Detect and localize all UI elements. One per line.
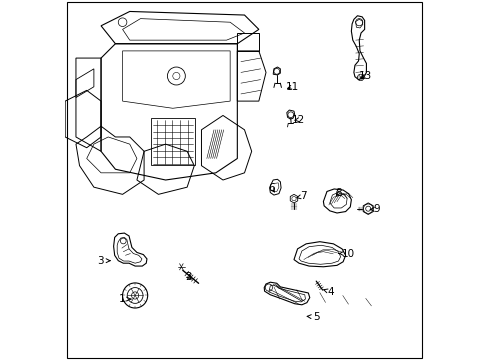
Text: 9: 9	[369, 204, 380, 215]
Text: 4: 4	[323, 287, 333, 297]
Text: 2: 2	[185, 272, 192, 282]
Text: 1: 1	[118, 294, 131, 304]
Text: 3: 3	[97, 256, 110, 266]
Text: 6: 6	[267, 183, 274, 193]
Text: 8: 8	[334, 188, 341, 198]
Text: 5: 5	[306, 312, 319, 322]
Text: 7: 7	[296, 191, 306, 201]
Text: 12: 12	[291, 115, 305, 125]
Text: 13: 13	[358, 71, 371, 81]
Text: 10: 10	[338, 248, 354, 258]
Text: 11: 11	[285, 82, 299, 92]
